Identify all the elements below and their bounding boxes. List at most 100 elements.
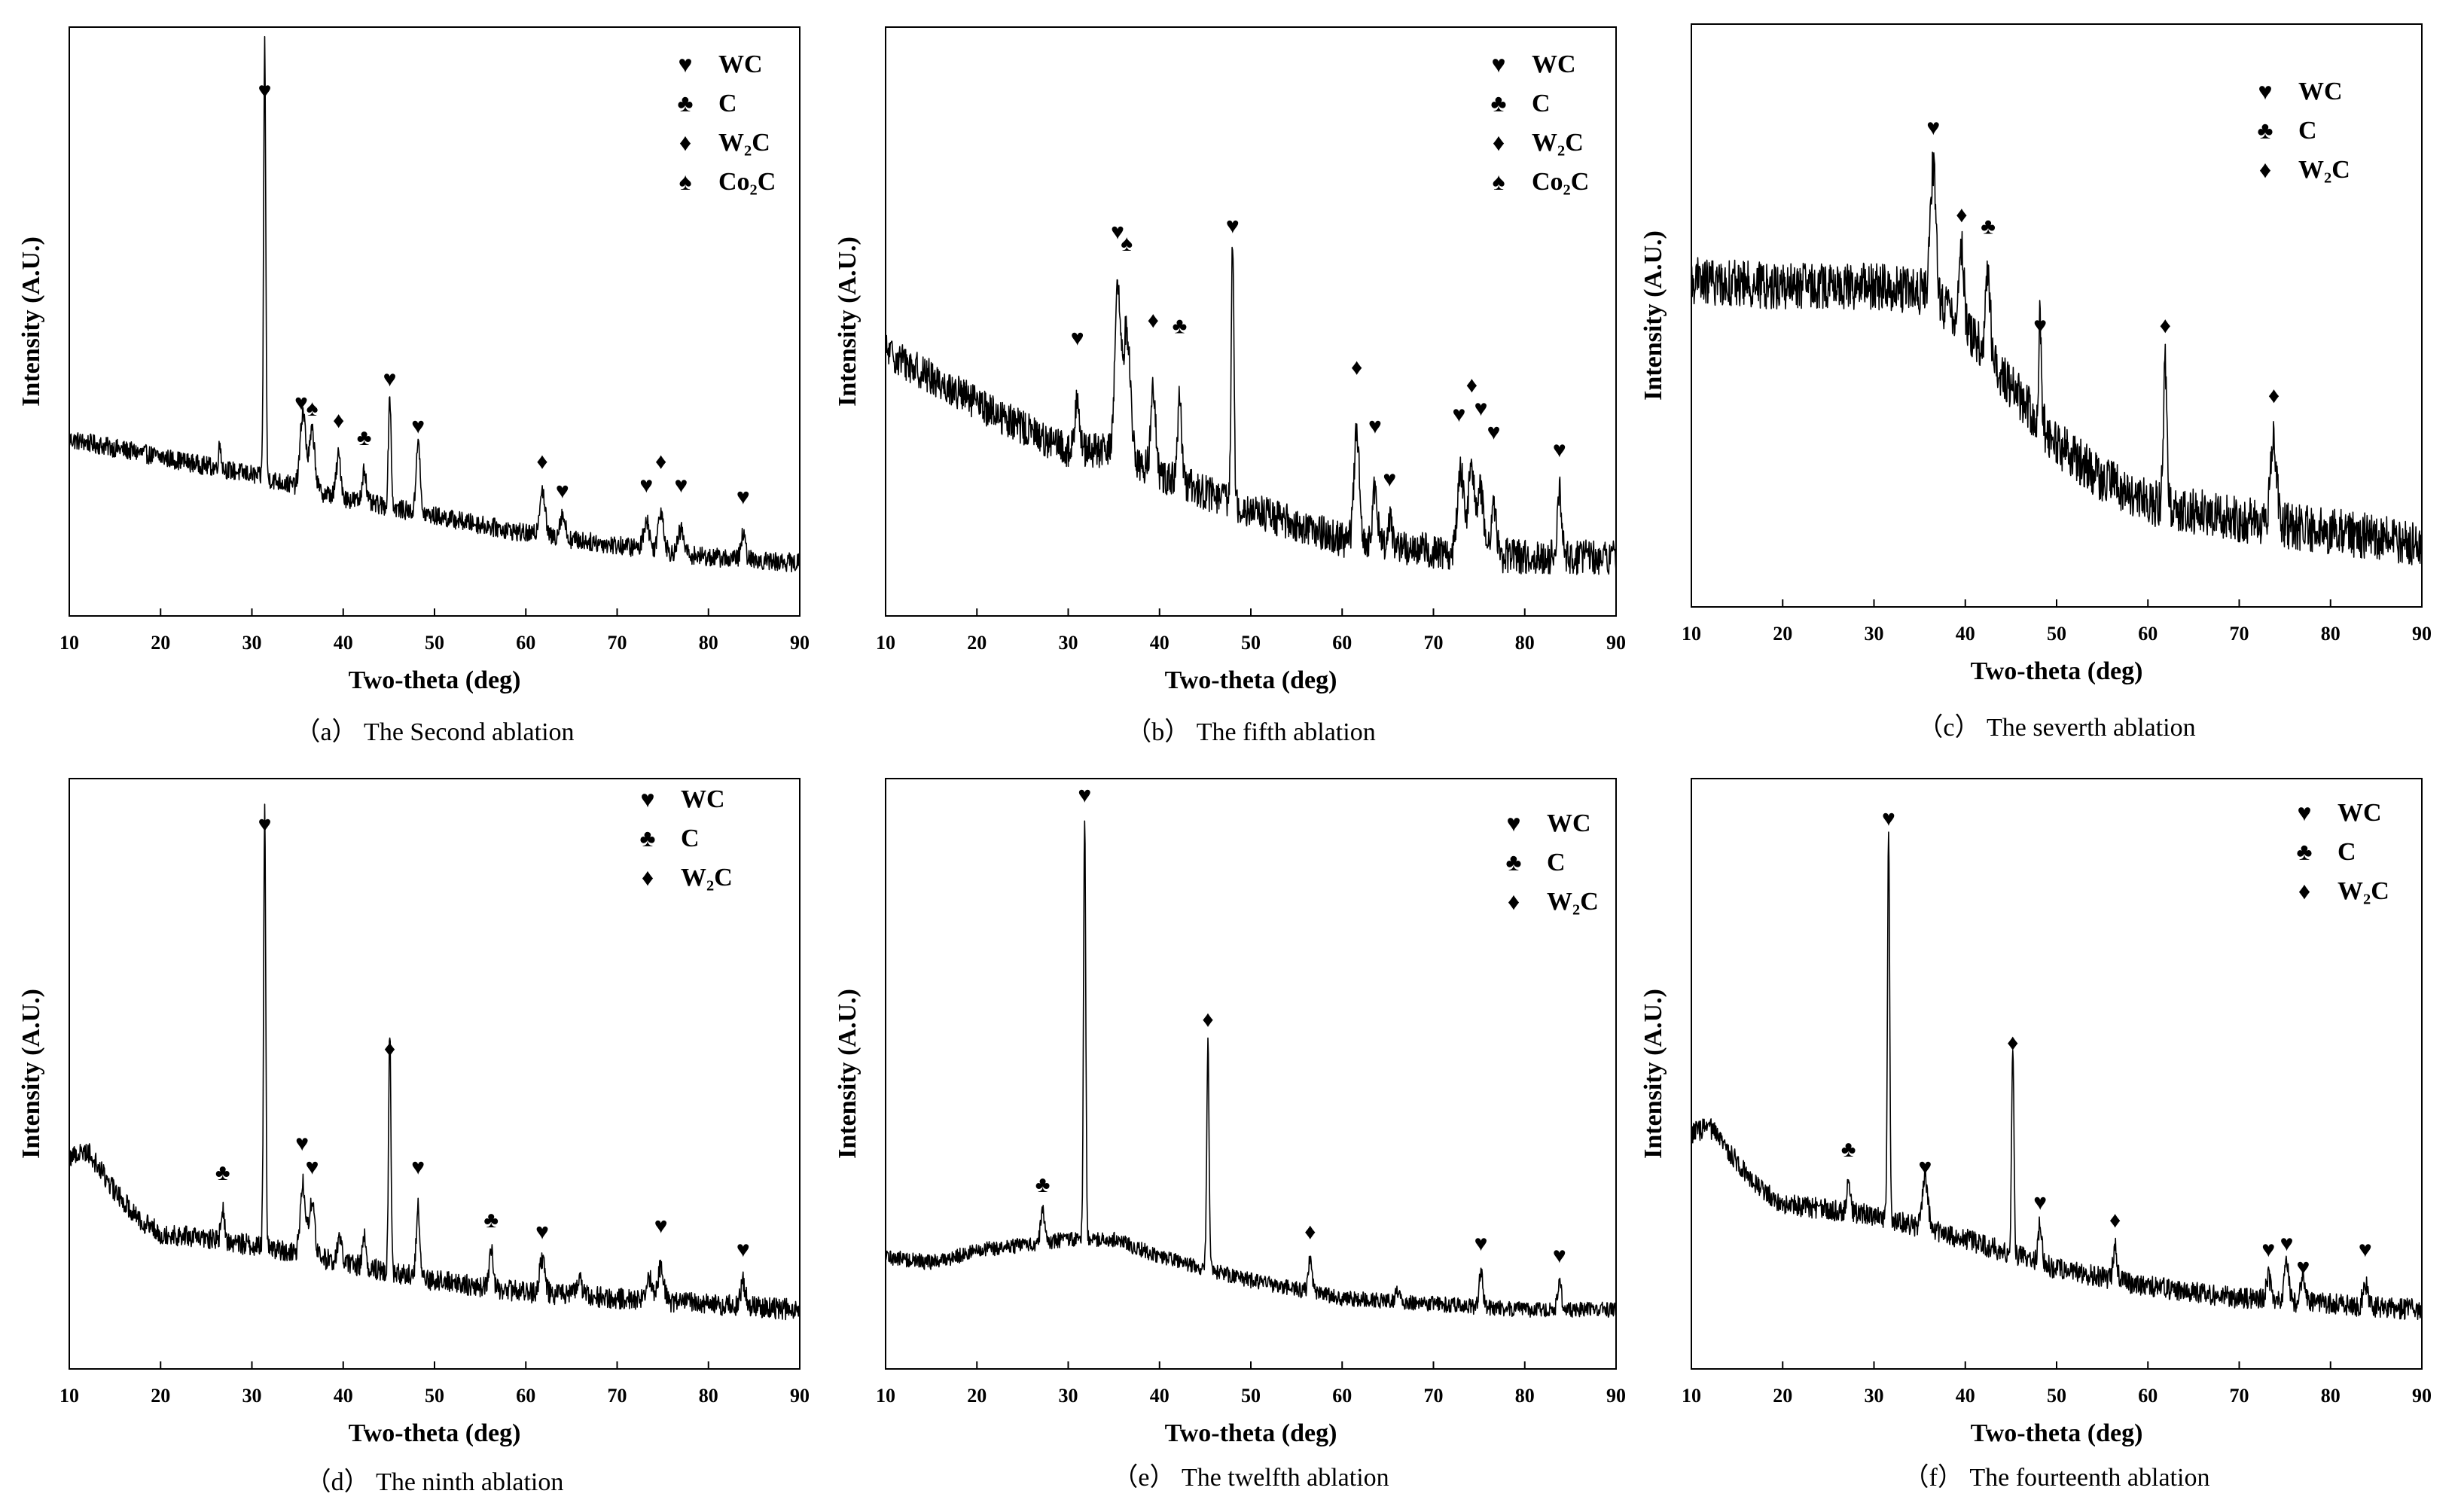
legend: ♥ WC ♣ C ♦ W₂C [1506,809,1599,916]
legend-symbol: ♥ [2258,78,2273,105]
legend-symbol: ♥ [2298,799,2312,826]
y-axis-label: Intensity (A.U.) [834,989,862,1159]
x-tick-label: 40 [1150,632,1170,654]
legend-label: C [2337,838,2356,866]
legend-label: WC [1547,809,1591,837]
peak-marker: ♦ [1956,203,1967,227]
x-tick-label: 50 [1241,1385,1261,1407]
peak-marker: ♦ [2160,313,2171,338]
legend-label: WC [2298,78,2343,105]
peak-marker: ♥ [535,1220,549,1245]
peak-marker: ♥ [294,390,308,415]
peak-marker: ♥ [1368,414,1382,439]
legend-symbol: ♦ [1493,129,1505,156]
peak-marker: ♦ [1351,355,1362,380]
peak-marker: ♥ [1226,214,1240,239]
peak-marker: ♥ [674,473,688,498]
peak-marker: ♣ [1173,314,1188,339]
peak-marker: ♣ [1841,1137,1856,1162]
x-tick-label: 10 [1682,623,1701,645]
caption-c: （c） The severth ablation [1917,714,2196,742]
legend: ♥ WC ♣ C ♦ W₂C [2258,78,2350,184]
x-tick-label: 40 [1956,1385,1975,1407]
peak-marker: ♥ [1926,115,1940,140]
y-axis-label: Intensity (A.U.) [17,989,45,1159]
peak-marker: ♣ [483,1208,499,1233]
peak-marker: ♦ [1202,1007,1213,1032]
x-tick-label: 80 [2321,1385,2341,1407]
legend-label: Co₂C [1532,168,1589,196]
caption-d: （d） The ninth ablation [305,1468,564,1496]
legend-symbol: ♥ [1492,50,1506,78]
peak-marker: ♦ [1148,308,1159,333]
peak-marker: ♥ [1383,467,1396,492]
x-tick-label: 50 [1241,632,1261,654]
x-tick-label: 20 [967,1385,987,1407]
peak-marker: ♥ [556,479,569,504]
peak-marker: ♥ [1553,437,1566,462]
peak-marker: ♥ [2033,1190,2047,1215]
x-tick-label: 40 [334,1385,353,1407]
x-tick-label: 80 [1515,632,1535,654]
legend-symbol: ♦ [679,129,691,156]
x-tick-label: 30 [242,1385,262,1407]
chart-panel-a: 10 20 30 40 50 60 70 80 90 Two-theta (deg) Intensi… [17,26,810,694]
y-axis-label: Intensity (A.U.) [17,236,45,407]
x-tick-label: 20 [967,632,987,654]
chart-panel-f: 10 20 30 40 50 60 70 80 90 Two-theta (deg) Intensi… [1639,778,2432,1447]
x-tick-label: 70 [2230,1385,2249,1407]
x-tick-label: 90 [1606,632,1626,654]
x-tick-label: 10 [1682,1385,1701,1407]
x-tick-label: 70 [608,1385,627,1407]
peak-marker: ♠ [306,396,319,421]
legend-symbol: ♦ [2259,156,2271,183]
legend-label: C [718,90,737,117]
peak-marker: ♦ [536,450,547,474]
peak-marker: ♦ [384,1036,395,1061]
peak-marker: ♣ [1035,1172,1051,1197]
y-axis-label: Intensity (A.U.) [1639,989,1667,1159]
peak-marker: ♥ [1918,1154,1932,1179]
x-axis-label: Two-theta (deg) [1971,1419,2143,1447]
legend-label: W₂C [2337,877,2389,905]
legend-label: C [681,825,700,852]
legend-label: Co₂C [718,168,776,196]
legend-symbol: ♥ [641,785,655,812]
x-tick-label: 40 [1956,623,1975,645]
x-tick-label: 40 [1150,1385,1170,1407]
legend-symbol: ♣ [1491,90,1507,117]
legend-symbol: ♦ [2298,877,2310,904]
x-tick-label: 50 [425,632,444,654]
x-tick-label: 10 [876,1385,895,1407]
xrd-pattern-line [69,35,801,573]
caption-f: （f） The fourteenth ablation [1903,1464,2210,1492]
x-tick-label: 30 [242,632,262,654]
y-axis-label: Intensity (A.U.) [1639,230,1667,401]
plot-frame [1691,778,2423,1370]
legend-label: W₂C [2298,156,2350,184]
legend-label: W₂C [681,864,733,892]
legend-label: WC [718,50,763,78]
x-tick-label: 60 [2138,1385,2158,1407]
x-tick-label: 60 [1332,632,1352,654]
x-tick-label: 70 [608,632,627,654]
legend-symbol: ♦ [642,864,654,891]
y-axis-label: Intensity (A.U.) [834,236,862,407]
peak-marker: ♦ [1304,1220,1316,1245]
x-tick-label: 60 [1332,1385,1352,1407]
x-tick-label: 20 [1773,623,1792,645]
legend-symbol: ♥ [679,50,693,78]
peak-marker: ♥ [736,484,750,509]
peak-marker: ♥ [654,1214,668,1239]
x-tick-label: 70 [1424,1385,1444,1407]
peak-marker: ♥ [2280,1231,2294,1256]
legend: ♥ WC ♣ C ♦ W₂C ♠ Co₂C [678,50,776,196]
peak-marker: ♥ [1111,220,1124,245]
x-tick-label: 90 [1606,1385,1626,1407]
x-tick-label: 70 [1424,632,1444,654]
x-axis-label: Two-theta (deg) [349,666,521,694]
legend-symbol: ♦ [1508,888,1520,915]
x-tick-label: 80 [2321,623,2341,645]
peak-marker: ♥ [639,473,653,498]
